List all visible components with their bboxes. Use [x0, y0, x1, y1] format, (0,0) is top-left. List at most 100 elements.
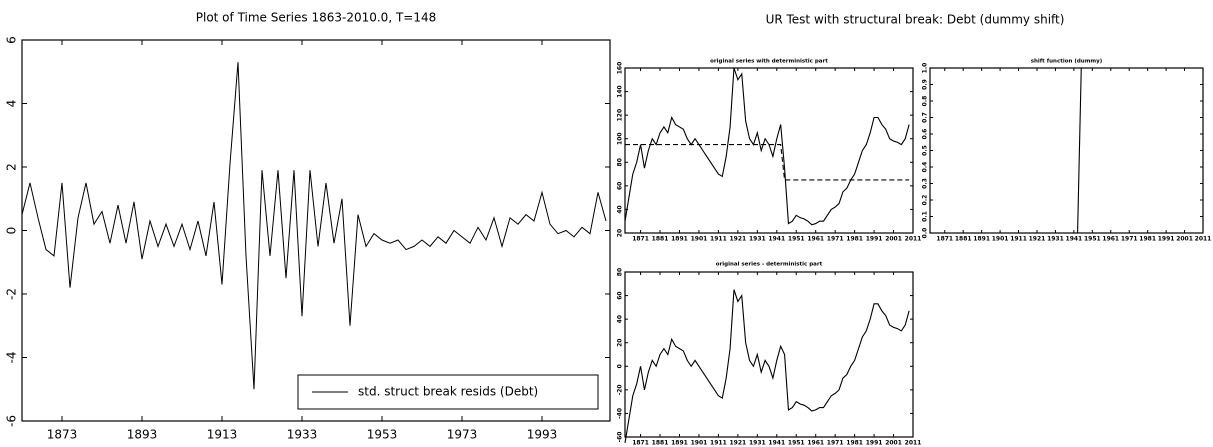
- x-tick-label: 1931: [1047, 236, 1064, 243]
- x-tick-label: 1881: [955, 236, 972, 243]
- x-tick-label: 1961: [807, 440, 824, 447]
- chart-title: original series with deterministic part: [710, 59, 828, 65]
- x-tick-label: 1951: [1084, 236, 1101, 243]
- x-tick-label: 1881: [652, 236, 669, 243]
- y-tick-label: 0.7: [922, 112, 929, 123]
- x-tick-label: 1891: [671, 236, 688, 243]
- plot-frame: [624, 271, 914, 438]
- x-tick-label: 1911: [710, 440, 727, 447]
- x-tick-label: 1873: [47, 428, 78, 442]
- x-tick-label: 1913: [207, 428, 238, 442]
- x-tick-label: 1931: [749, 236, 766, 243]
- y-tick-label: 60: [617, 182, 624, 190]
- x-tick-label: 1901: [691, 236, 708, 243]
- x-tick-label: 1941: [768, 440, 785, 447]
- y-tick-label: 0.1: [922, 211, 929, 222]
- x-tick-label: 1911: [710, 236, 727, 243]
- y-tick-label: 140: [617, 85, 624, 98]
- y-tick-label: 60: [617, 291, 624, 299]
- y-tick-label: -20: [617, 384, 624, 395]
- x-tick-label: 2001: [1176, 236, 1193, 243]
- x-tick-label: 1871: [936, 236, 953, 243]
- x-tick-label: 1941: [768, 236, 785, 243]
- x-tick-label: 1911: [1010, 236, 1027, 243]
- plot-frame: [624, 67, 914, 234]
- x-tick-label: 1901: [992, 236, 1009, 243]
- y-tick-label: 0: [617, 364, 624, 368]
- x-tick-label: 1991: [866, 440, 883, 447]
- y-tick-label: 160: [617, 62, 624, 75]
- x-tick-label: 2001: [885, 236, 902, 243]
- y-tick-label: 0.2: [922, 195, 929, 206]
- y-tick-label: -6: [5, 415, 19, 427]
- x-tick-label: 1921: [1029, 236, 1046, 243]
- x-tick-label: 1981: [846, 440, 863, 447]
- y-tick-label: 80: [617, 158, 624, 166]
- x-tick-label: 1971: [1121, 236, 1138, 243]
- data-line: [624, 289, 910, 443]
- data-line: [625, 144, 910, 181]
- x-tick-label: 1891: [671, 440, 688, 447]
- x-tick-label: 1973: [447, 428, 478, 442]
- y-tick-label: 120: [617, 109, 624, 122]
- y-tick-label: -60: [617, 432, 624, 443]
- x-tick-label: 1901: [691, 440, 708, 447]
- x-tick-label: 1931: [749, 440, 766, 447]
- x-tick-label: 1981: [846, 236, 863, 243]
- x-tick-label: 1991: [1158, 236, 1175, 243]
- x-tick-label: 2011: [905, 236, 922, 243]
- data-line: [930, 67, 1200, 234]
- x-tick-label: 2001: [885, 440, 902, 447]
- x-tick-label: 1941: [1066, 236, 1083, 243]
- y-tick-label: 0.8: [922, 96, 929, 107]
- x-tick-label: 1871: [632, 440, 649, 447]
- x-tick-label: 1933: [287, 428, 318, 442]
- y-tick-label: 80: [617, 268, 624, 276]
- x-tick-label: 1971: [827, 440, 844, 447]
- plot-frame: [929, 67, 1204, 234]
- y-tick-label: 0.3: [922, 178, 929, 189]
- x-tick-label: 1993: [527, 428, 558, 442]
- x-tick-label: 2011: [905, 440, 922, 447]
- panel-title: UR Test with structural break: Debt (dum…: [766, 13, 1065, 27]
- data-line: [21, 62, 607, 390]
- y-tick-label: 20: [617, 339, 624, 347]
- x-tick-label: 1961: [807, 236, 824, 243]
- y-tick-label: 2: [5, 163, 19, 171]
- chart-title: original series - deterministic part: [716, 262, 823, 268]
- x-tick-label: 1893: [127, 428, 158, 442]
- y-tick-label: -4: [5, 352, 19, 364]
- x-tick-label: 1951: [788, 236, 805, 243]
- y-tick-label: 0.6: [922, 129, 929, 140]
- chart-title: shift function (dummy): [1031, 59, 1103, 65]
- x-tick-label: 1981: [1139, 236, 1156, 243]
- y-tick-label: 0.4: [922, 162, 929, 173]
- y-tick-label: -2: [5, 288, 19, 300]
- y-tick-label: -40: [617, 408, 624, 419]
- y-tick-label: 4: [5, 100, 19, 108]
- data-line: [624, 67, 910, 226]
- x-tick-label: 1891: [973, 236, 990, 243]
- x-tick-label: 1971: [827, 236, 844, 243]
- x-tick-label: 1881: [652, 440, 669, 447]
- x-tick-label: 1951: [788, 440, 805, 447]
- x-tick-label: 1921: [730, 440, 747, 447]
- y-tick-label: 20: [617, 229, 624, 237]
- y-tick-label: 6: [5, 36, 19, 44]
- y-tick-label: 0.0: [922, 228, 929, 239]
- x-tick-label: 1961: [1102, 236, 1119, 243]
- y-tick-label: 0.5: [922, 145, 929, 156]
- y-tick-label: 40: [617, 205, 624, 213]
- x-tick-label: 2011: [1195, 236, 1212, 243]
- x-tick-label: 1871: [632, 236, 649, 243]
- x-tick-label: 1991: [866, 236, 883, 243]
- y-tick-label: 40: [617, 315, 624, 323]
- legend-label: std. struct break resids (Debt): [358, 385, 538, 399]
- y-tick-label: 0: [5, 227, 19, 235]
- y-tick-label: 100: [617, 132, 624, 145]
- plot-frame: [21, 39, 611, 422]
- x-tick-label: 1921: [730, 236, 747, 243]
- y-tick-label: 1.0: [922, 63, 929, 74]
- y-tick-label: 0.9: [922, 79, 929, 90]
